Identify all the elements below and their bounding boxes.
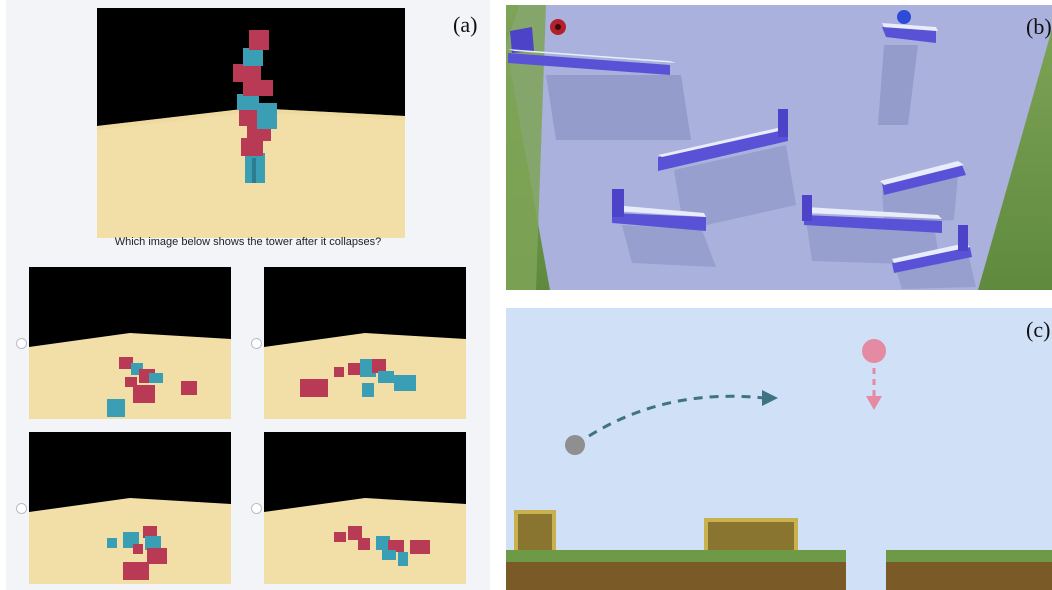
gray-ball bbox=[565, 435, 585, 455]
panel-b-label: (b) bbox=[1026, 14, 1052, 39]
option-2-image[interactable] bbox=[264, 267, 466, 419]
ramps bbox=[508, 23, 972, 273]
option-3-radio[interactable] bbox=[16, 503, 27, 514]
option-1-image[interactable] bbox=[29, 267, 231, 419]
option-1-radio[interactable] bbox=[16, 338, 27, 349]
option-4-radio[interactable] bbox=[251, 503, 262, 514]
panel-a-label: (a) bbox=[453, 12, 478, 37]
question-text: Which image below shows the tower after … bbox=[114, 236, 382, 248]
left-container bbox=[514, 510, 556, 550]
panel-a-tower-collapse: (a) Which image below shows the tower af… bbox=[6, 0, 490, 590]
panel-c-physics-puzzle: (c) bbox=[506, 308, 1052, 590]
blue-marble bbox=[897, 10, 911, 24]
option-3-image[interactable] bbox=[29, 432, 231, 584]
option-2-radio[interactable] bbox=[251, 338, 262, 349]
puzzle-scene-image bbox=[506, 308, 1052, 590]
panel-b-marble-ramps: (b) bbox=[506, 5, 1052, 290]
panel-c-label: (c) bbox=[1026, 317, 1051, 342]
right-container bbox=[704, 518, 798, 550]
tower-blocks bbox=[233, 30, 277, 183]
pink-ball bbox=[862, 339, 886, 363]
tower-image bbox=[97, 8, 405, 238]
option-4-image[interactable] bbox=[264, 432, 466, 584]
trajectory-arrow bbox=[588, 394, 765, 438]
ramp-scene-image bbox=[506, 5, 1052, 290]
